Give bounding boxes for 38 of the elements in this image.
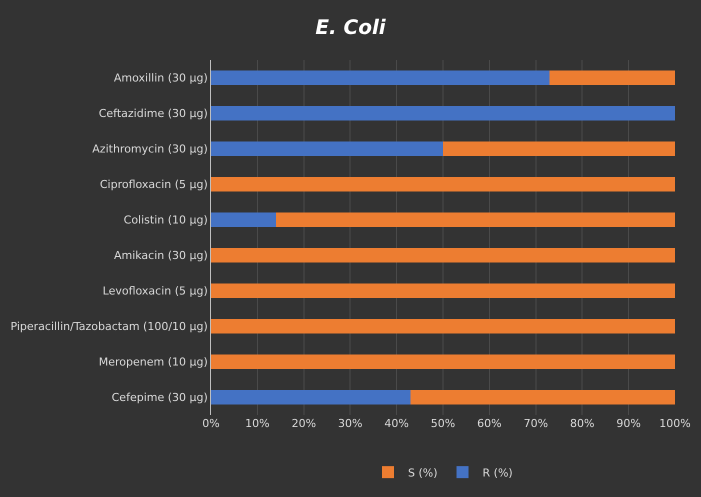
bar [550,70,675,85]
x-tick-label: 20% [292,417,316,430]
y-tick-label: Cefepime (30 µg) [112,391,208,404]
x-tick-label: 30% [338,417,362,430]
x-tick-label: 70% [524,417,548,430]
bar [211,284,675,298]
y-tick-label: Levofloxacin (5 µg) [102,284,208,298]
x-tick-label: 80% [570,417,594,430]
y-tick-label: Meropenem (10 µg) [98,356,208,369]
bar [211,390,411,404]
bar [211,70,550,85]
y-tick-label: Ciprofloxacin (5 µg) [100,178,208,192]
bar [211,319,675,334]
bar [211,212,276,227]
y-tick-label: Piperacillin/Tazobactam (100/10 µg) [10,320,208,334]
x-tick-label: 60% [477,417,502,430]
bar [211,106,675,120]
bar [211,248,675,262]
bar [276,212,675,227]
x-tick-label: 10% [245,417,270,430]
chart-title: E. Coli [315,14,387,39]
bar [410,390,675,404]
x-tick-label: 90% [616,417,641,430]
legend-label: S (%) [408,466,438,480]
y-tick-label: Amoxillin (30 µg) [114,72,208,85]
y-tick-label: Amikacin (30 µg) [114,249,208,262]
y-tick-label: Azithromycin (30 µg) [92,142,208,156]
x-tick-label: 100% [659,417,691,430]
legend-label: R (%) [482,466,513,480]
x-tick-label: 0% [202,417,220,430]
bar [211,354,675,369]
y-tick-label: Colistin (10 µg) [124,214,208,227]
bar [443,142,675,156]
x-tick-label: 50% [430,417,456,430]
x-tick-label: 40% [384,417,409,430]
bar [211,142,443,156]
y-tick-label: Ceftazidime (30 µg) [98,107,208,120]
bar [211,177,675,192]
